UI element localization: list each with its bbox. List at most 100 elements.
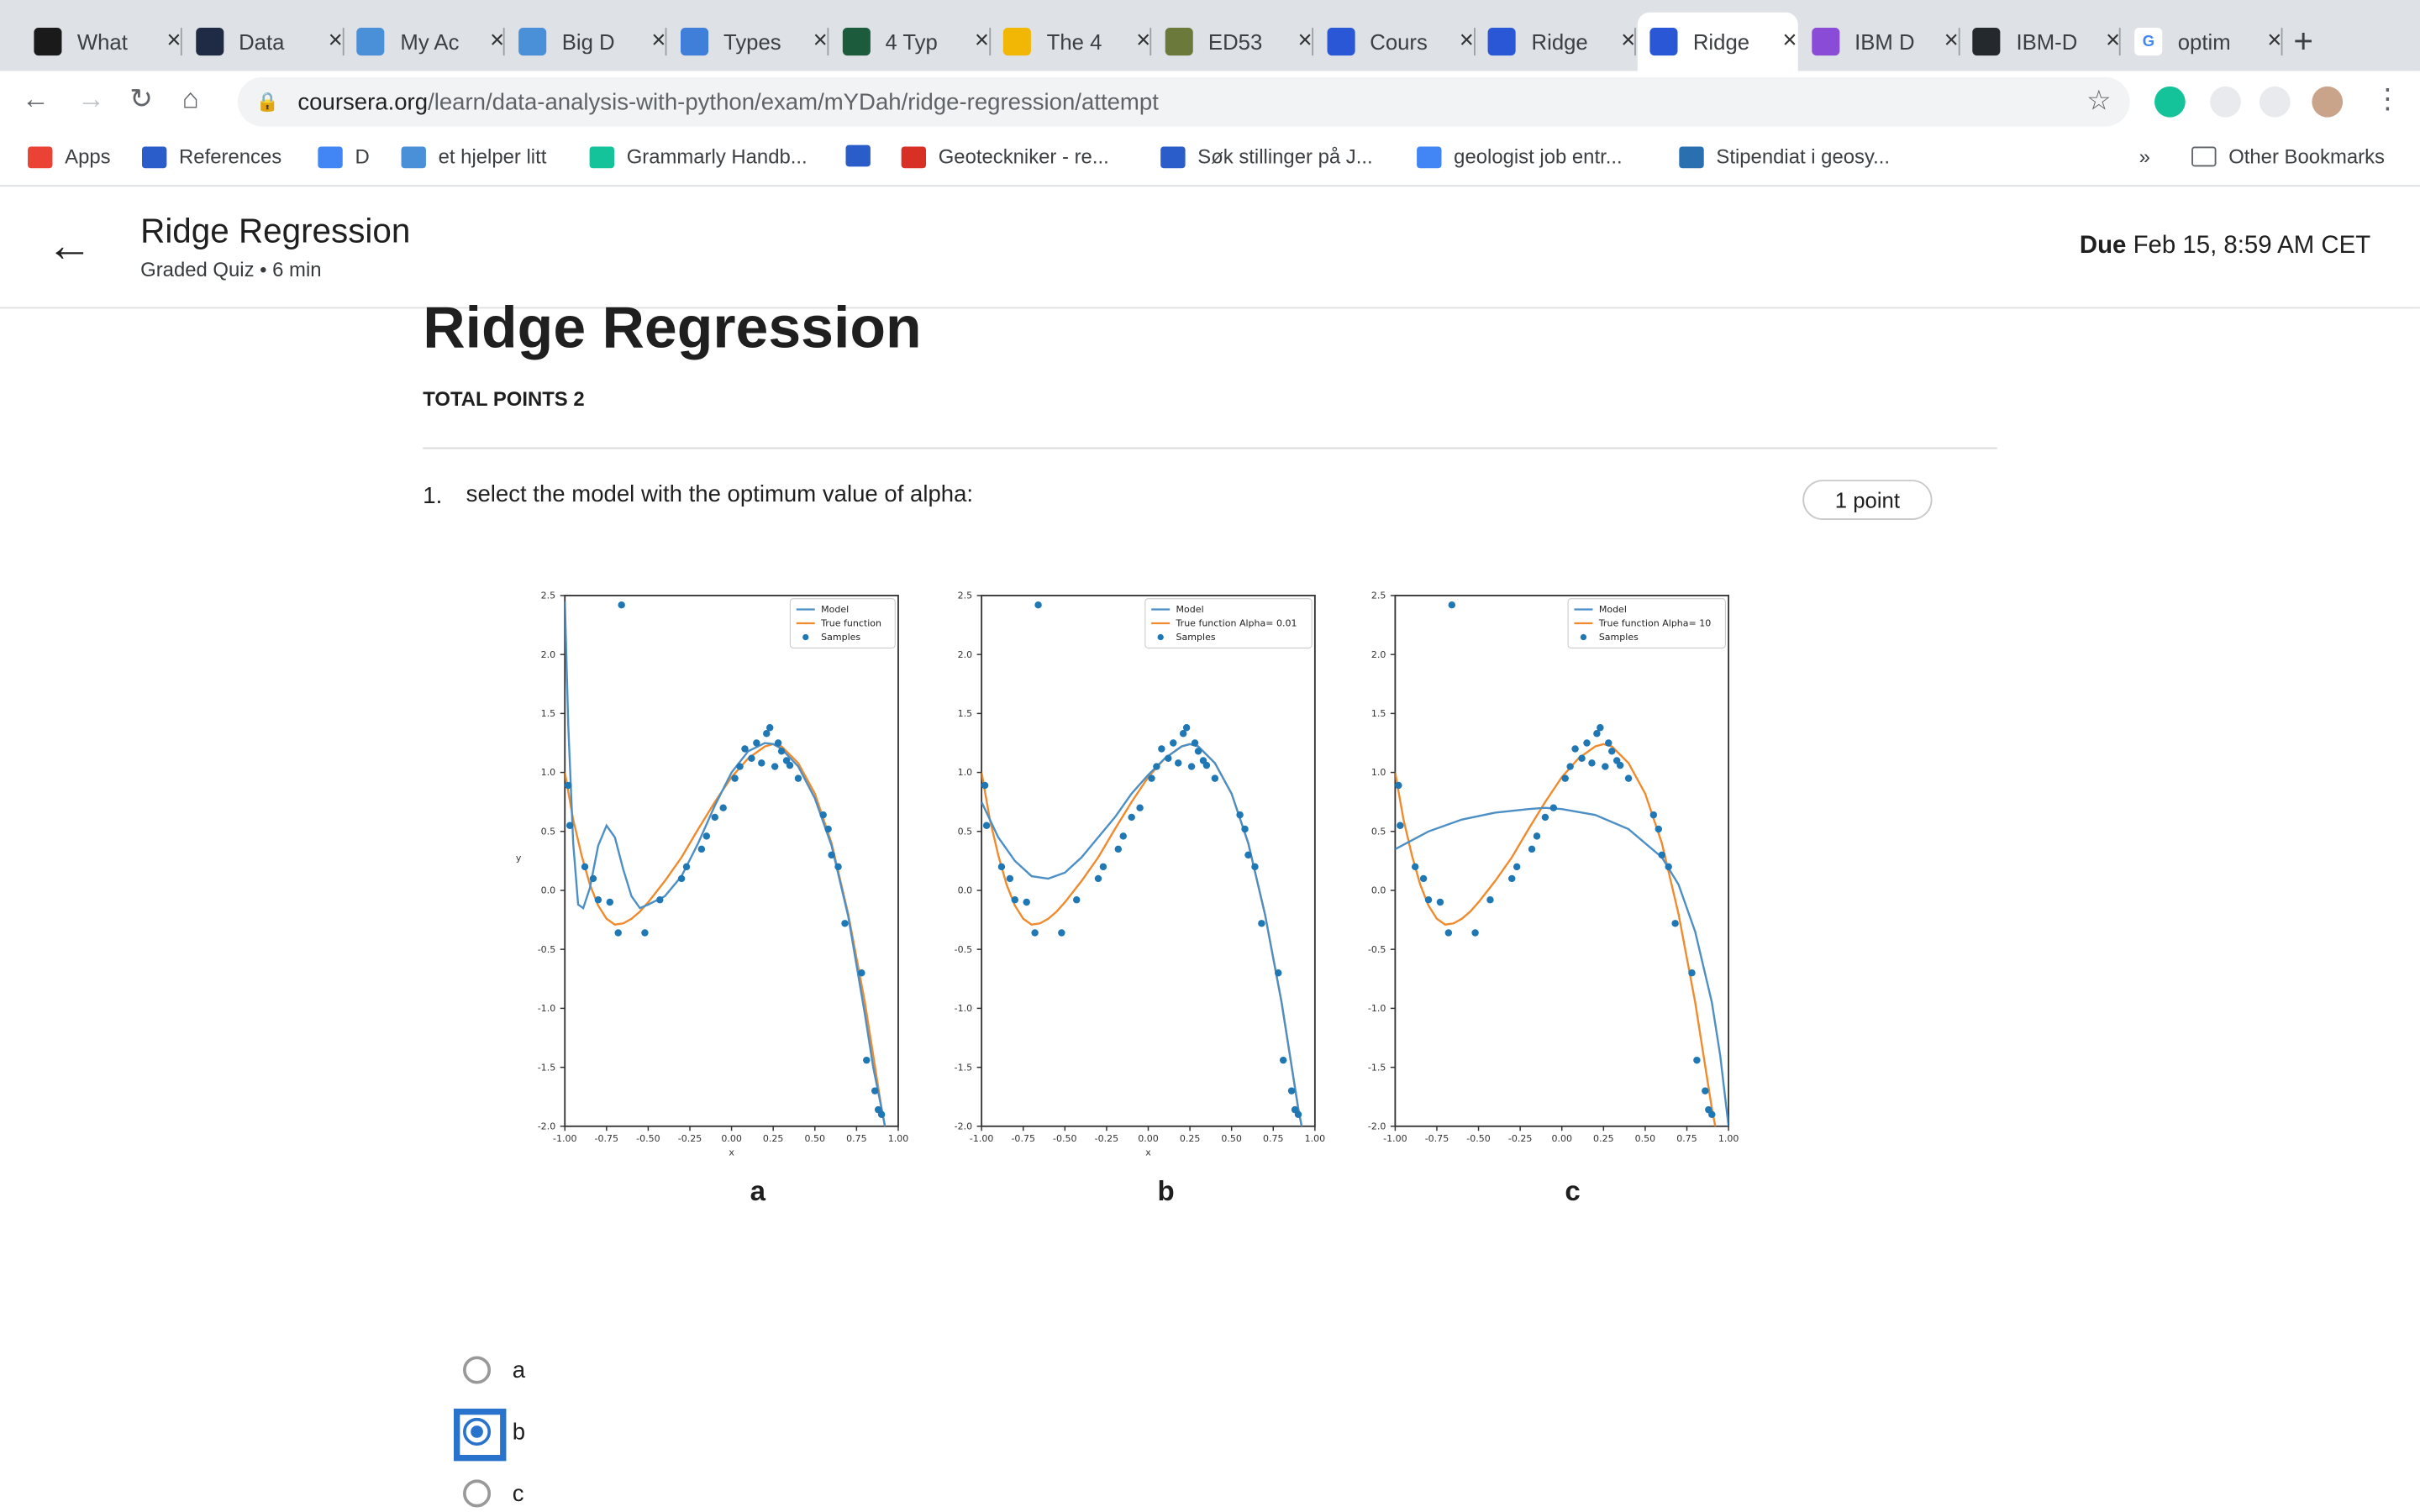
sample-point — [834, 863, 842, 871]
sample-point — [1571, 745, 1579, 753]
y-tick-label: 1.0 — [958, 767, 973, 778]
back-arrow-icon[interactable]: ← — [46, 220, 93, 272]
sample-point — [1528, 845, 1536, 853]
bookmark-item[interactable]: et hjelper litt — [401, 145, 546, 168]
eyedropper-extension-icon[interactable] — [2210, 86, 2241, 118]
grammarly-extension-icon[interactable] — [2154, 86, 2186, 118]
legend-label: Samples — [1176, 632, 1216, 643]
tab-11[interactable]: IBM D × — [1799, 13, 1960, 71]
back-arrow-icon[interactable]: ← — [21, 83, 50, 114]
bookmark-item[interactable]: geologist job entr... — [1417, 145, 1623, 168]
tab-close-icon[interactable]: × — [2267, 28, 2282, 55]
bookmark-item[interactable]: Geoteckniker - re... — [901, 145, 1109, 168]
x-tick-label: -0.75 — [1011, 1133, 1035, 1144]
reload-icon[interactable]: ↻ — [129, 83, 154, 114]
legend-label: True function Alpha= 10 — [1598, 618, 1711, 629]
address-bar[interactable]: 🔒 coursera.org/learn/data-analysis-with-… — [237, 76, 2130, 127]
sample-point — [871, 1087, 879, 1095]
model-curve — [1395, 806, 1729, 1126]
tab-close-icon[interactable]: × — [813, 28, 828, 55]
tab-8[interactable]: Cours × — [1314, 13, 1476, 71]
x-tick-label: -0.75 — [1425, 1133, 1449, 1144]
tab-9[interactable]: Ridge × — [1476, 13, 1637, 71]
tab-strip: What × Data × My Ac × Big D × Types × 4 Typ × The 4 ×… — [0, 0, 2420, 71]
tab-close-icon[interactable]: × — [651, 28, 666, 55]
tab-5[interactable]: 4 Typ × — [829, 13, 991, 71]
tab-12[interactable]: IBM-D × — [1960, 13, 2122, 71]
sample-point — [1119, 832, 1127, 840]
radio-a[interactable] — [463, 1356, 492, 1384]
tab-close-icon[interactable]: × — [1136, 28, 1151, 55]
sample-point — [777, 748, 786, 755]
tab-close-icon[interactable]: × — [166, 28, 182, 55]
sample-point — [1187, 763, 1196, 770]
panel-label-c: c — [1565, 1175, 1581, 1207]
tab-6[interactable]: The 4 × — [992, 13, 1152, 71]
menu-kebab-icon[interactable]: ⋮ — [2373, 83, 2402, 114]
extensions-puzzle-icon[interactable] — [2259, 86, 2291, 118]
legend-marker — [1157, 633, 1164, 641]
tab-close-icon[interactable]: × — [328, 28, 343, 55]
bookmark-star-icon[interactable]: ☆ — [2086, 85, 2112, 116]
tab-7[interactable]: ED53 × — [1153, 13, 1313, 71]
sample-point — [1616, 761, 1624, 769]
sample-point — [1211, 774, 1219, 782]
sample-point — [1693, 1056, 1701, 1064]
sample-point — [824, 825, 832, 833]
tab-0[interactable]: What × — [22, 13, 182, 71]
tab-title: Big D — [561, 29, 615, 55]
radio-c[interactable] — [463, 1479, 492, 1508]
tab-close-icon[interactable]: × — [1459, 28, 1474, 55]
profile-avatar[interactable] — [2312, 86, 2344, 118]
sample-point — [1153, 763, 1160, 770]
forward-arrow-icon[interactable]: → — [76, 83, 105, 114]
other-bookmarks[interactable]: Other Bookmarks — [2191, 145, 2385, 168]
bookmark-we[interactable] — [845, 144, 883, 167]
tab-close-icon[interactable]: × — [2105, 28, 2121, 55]
plot-frame — [564, 595, 899, 1127]
new-tab-button[interactable]: + — [2293, 21, 2313, 60]
y-tick-label: -2.0 — [955, 1121, 973, 1131]
home-icon[interactable]: ⌂ — [182, 83, 199, 114]
tab-close-icon[interactable]: × — [489, 28, 505, 55]
tab-10[interactable]: Ridge × — [1637, 12, 1798, 71]
sample-point — [1605, 739, 1612, 747]
tab-1[interactable]: Data × — [183, 13, 345, 71]
bookmark-item[interactable]: Stipendiat i geosy... — [1679, 145, 1890, 168]
bookmark-item[interactable]: D — [318, 145, 370, 168]
tab-3[interactable]: Big D × — [507, 13, 667, 71]
sample-point — [1165, 754, 1172, 762]
tab-4[interactable]: Types × — [668, 13, 829, 71]
y-tick-label: -1.5 — [1368, 1062, 1386, 1073]
tab-close-icon[interactable]: × — [1782, 28, 1797, 55]
question-text: select the model with the optimum value … — [466, 481, 974, 508]
tab-close-icon[interactable]: × — [1621, 28, 1636, 55]
plot-frame — [981, 595, 1316, 1127]
option-a[interactable]: a — [463, 1356, 525, 1384]
tab-close-icon[interactable]: × — [1944, 28, 1959, 55]
y-tick-label: -1.0 — [538, 1003, 556, 1014]
y-tick-label: -1.0 — [1368, 1003, 1386, 1014]
tab-close-icon[interactable]: × — [1297, 28, 1313, 55]
bookmarks-overflow[interactable]: » — [2139, 144, 2150, 169]
github-icon — [1973, 28, 2002, 56]
sample-point — [641, 929, 649, 937]
x-tick-label: 0.00 — [1138, 1133, 1159, 1144]
sample-point — [1708, 1110, 1716, 1118]
bookmark-item[interactable]: References — [141, 145, 281, 168]
gmail-icon — [901, 145, 927, 168]
tab-close-icon[interactable]: × — [974, 28, 990, 55]
radio-b[interactable] — [453, 1408, 507, 1462]
bookmark-item[interactable]: Søk stillinger på J... — [1160, 145, 1373, 168]
option-c[interactable]: c — [463, 1479, 524, 1508]
option-b[interactable]: b — [453, 1408, 525, 1462]
tab-title: ED53 — [1207, 29, 1263, 55]
sample-point — [1671, 920, 1679, 927]
sample-point — [1533, 832, 1541, 840]
tab-2[interactable]: My Ac × — [345, 13, 506, 71]
x-tick-label: 0.50 — [1635, 1133, 1656, 1144]
bookmark-item[interactable]: Apps — [28, 145, 111, 168]
due-date: Due Feb 15, 8:59 AM CET — [2080, 233, 2370, 260]
bookmark-item[interactable]: Grammarly Handb... — [589, 145, 808, 168]
